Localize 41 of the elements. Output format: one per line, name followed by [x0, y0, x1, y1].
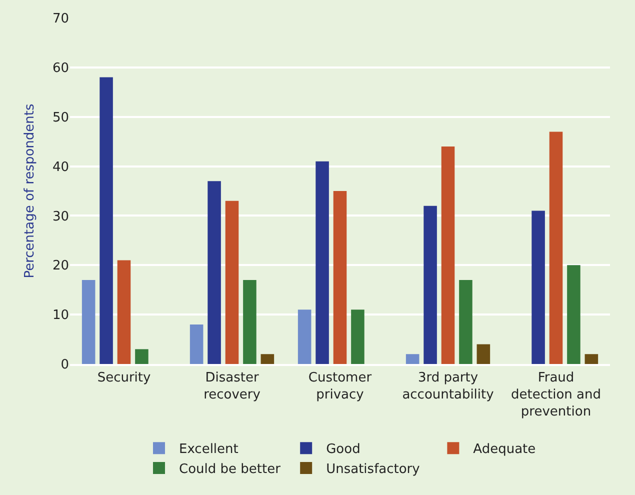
bar	[243, 280, 256, 364]
legend-label: Good	[326, 442, 360, 458]
y-axis-title: Percentage of respondents	[22, 103, 38, 278]
x-tick-label: 3rd party accountability	[402, 370, 494, 402]
legend-label: Unsatisfactory	[326, 462, 420, 478]
bar	[298, 310, 312, 364]
x-tick-label: Security	[97, 370, 151, 386]
bar	[406, 354, 420, 364]
y-tick-label: 10	[52, 308, 69, 324]
y-tick-label: 50	[52, 110, 69, 126]
y-tick-label: 30	[52, 209, 69, 224]
bar	[441, 146, 455, 364]
legend-label: Adequate	[473, 442, 536, 458]
bar	[82, 280, 96, 364]
bar	[135, 349, 148, 364]
y-tick-label: 70	[52, 12, 69, 27]
legend-label: Could be better	[179, 462, 282, 478]
bar	[100, 77, 113, 364]
bar	[316, 161, 329, 364]
bar	[208, 181, 221, 364]
x-tick-label: Disaster recovery	[204, 370, 261, 402]
bar	[351, 310, 364, 364]
y-tick-label: 0	[60, 358, 69, 373]
bar	[225, 200, 239, 364]
x-tick-label: Fraud detection and prevention	[511, 370, 601, 420]
bar	[260, 354, 274, 364]
bar	[190, 324, 204, 364]
y-tick-label: 20	[52, 258, 69, 274]
bar	[549, 132, 563, 364]
bar	[117, 260, 131, 364]
bar	[567, 265, 580, 364]
bar	[532, 210, 545, 364]
bar	[476, 344, 490, 364]
bar	[333, 191, 347, 364]
legend-label: Excellent	[179, 442, 238, 458]
y-tick-label: 60	[52, 60, 69, 76]
bar	[584, 354, 598, 364]
bar	[459, 280, 472, 364]
x-tick-label: Customer privacy	[308, 370, 372, 402]
bar	[424, 206, 437, 364]
y-tick-label: 40	[52, 160, 69, 175]
